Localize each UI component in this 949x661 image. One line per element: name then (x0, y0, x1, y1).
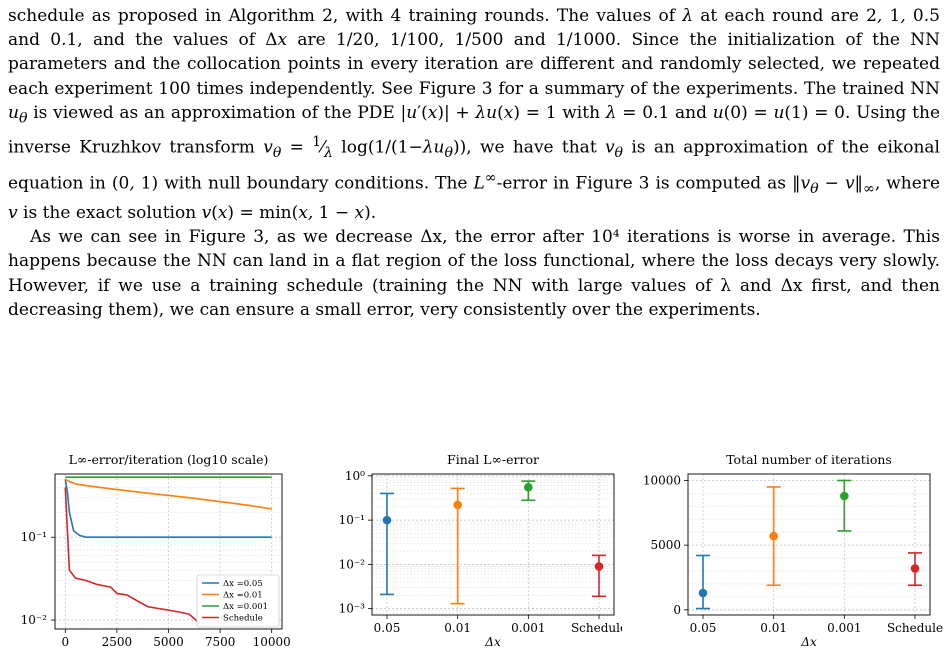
x-tick-label: Schedule (887, 621, 943, 635)
series-line (64, 487, 211, 628)
y-tick-label: 10⁻³ (339, 602, 366, 616)
legend-label: Δx =0.05 (223, 579, 263, 589)
x-tick-label: Schedule (571, 621, 622, 635)
legend-label: Δx =0.001 (223, 602, 268, 612)
data-point (382, 515, 392, 525)
data-point (769, 531, 778, 541)
y-tick-label: 10⁰ (345, 469, 365, 483)
data-point (524, 483, 533, 492)
y-tick-label: 10⁻² (339, 557, 366, 571)
figure-3: L∞-error/iteration (log10 scale) 0 2500 500… (0, 448, 949, 661)
plot-frame (687, 473, 931, 616)
chart-title: Final L∞-error (447, 452, 539, 467)
paragraph-1: schedule as proposed in Algorithm 2, wit… (8, 6, 941, 223)
data-point (698, 588, 708, 598)
x-tick-label: 5000 (153, 635, 184, 649)
y-tick-label: 10000 (643, 473, 681, 487)
data-point (840, 491, 849, 501)
y-tick-label: 10⁻² (21, 613, 48, 627)
paper-body: schedule as proposed in Algorithm 2, wit… (8, 4, 940, 322)
x-tick-label: 0.05 (690, 621, 717, 635)
chart-linf-error-per-iteration: L∞-error/iteration (log10 scale) 0 2500 500… (21, 452, 291, 649)
x-tick-label: 0.01 (444, 621, 471, 635)
x-tick-label: 0.05 (374, 621, 401, 635)
chart-total-iterations: Total number of iterations 0 5000 10000 0.05… (643, 452, 943, 649)
chart-title: L∞-error/iteration (log10 scale) (69, 452, 269, 467)
data-point (453, 500, 462, 510)
x-tick-label: 10000 (253, 635, 291, 649)
y-tick-label: 10⁻¹ (21, 530, 47, 544)
y-tick-label: 10⁻¹ (339, 513, 365, 527)
x-tick-label: 0.001 (511, 621, 545, 635)
paragraph-2: As we can see in Figure 3, as we decreas… (8, 227, 940, 320)
chart-title: Total number of iterations (726, 452, 892, 467)
data-point (910, 564, 920, 573)
legend-box (196, 574, 280, 628)
legend-label: Schedule (223, 614, 263, 624)
y-tick-label: 5000 (650, 538, 681, 552)
x-axis-label: Δx (800, 635, 817, 649)
y-tick-label: 0 (673, 603, 681, 617)
x-tick-label: 0 (61, 635, 69, 649)
plot-frame (371, 473, 615, 616)
x-tick-label: 7500 (205, 635, 236, 649)
x-tick-label: 0.01 (760, 621, 787, 635)
series-line (64, 478, 272, 510)
x-tick-label: 0.001 (827, 621, 861, 635)
x-axis-label: Δx (484, 635, 501, 649)
plot-frame (54, 473, 283, 630)
x-tick-label: 2500 (102, 635, 133, 649)
data-point (594, 562, 604, 571)
chart-final-linf-error: Final L∞-error 10⁰ 10⁻¹ 10⁻² 10⁻³ 0.05 0.01 0.0… (339, 452, 622, 649)
legend-label: Δx =0.01 (223, 591, 263, 601)
series-line (64, 479, 272, 538)
